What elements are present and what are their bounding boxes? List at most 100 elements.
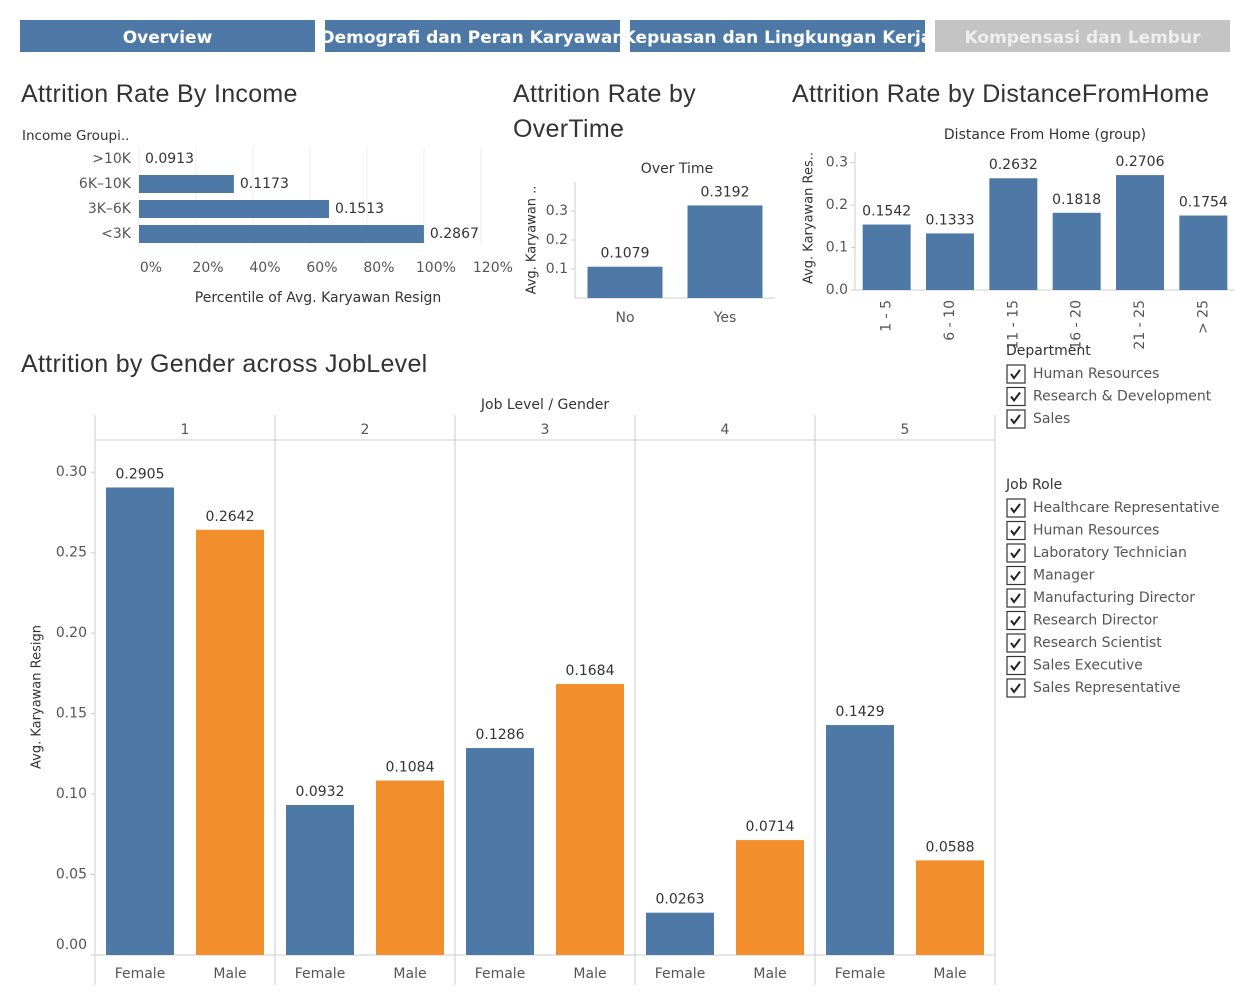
data-label: 0.2642	[206, 509, 255, 525]
tab-label[interactable]: Kompensasi dan Lembur	[965, 28, 1202, 48]
x-tick-label: 40%	[249, 260, 280, 276]
data-label: 0.2706	[1116, 154, 1165, 170]
checkmark	[1010, 548, 1021, 559]
filter-item[interactable]: Manufacturing Director	[1033, 590, 1195, 606]
filter-item[interactable]: Manager	[1033, 568, 1095, 584]
tab-label[interactable]: Kepuasan dan Lingkungan Kerja	[623, 28, 933, 48]
data-label: 0.1542	[862, 204, 911, 220]
x-tick-label: 120%	[473, 260, 513, 276]
x-tick-label: 100%	[416, 260, 456, 276]
x-tick-label: 21 - 25	[1132, 300, 1148, 350]
data-label: 0.3192	[701, 184, 750, 200]
bar	[376, 780, 444, 955]
x-tick-label: Male	[933, 966, 966, 982]
bar	[587, 266, 663, 298]
data-label: 0.1173	[240, 176, 289, 192]
column-header: Over Time	[641, 161, 713, 177]
data-label: 0.1684	[566, 663, 615, 679]
panel-label: 3	[541, 422, 550, 438]
y-tick-label: 0.3	[826, 155, 848, 171]
tab[interactable]	[630, 20, 925, 52]
x-tick-label: Female	[475, 966, 526, 982]
checkmark	[1010, 369, 1021, 380]
data-label: 0.2905	[116, 466, 165, 482]
x-tick-label: Yes	[713, 310, 737, 326]
bar	[826, 725, 894, 955]
filter-item[interactable]: Research Director	[1033, 613, 1158, 629]
tab-label[interactable]: Demografi dan Peran Karyawan	[321, 28, 625, 48]
data-label: 0.2867	[430, 226, 479, 242]
y-tick-label: 0.30	[56, 464, 87, 480]
filter-item[interactable]: Laboratory Technician	[1033, 545, 1187, 561]
y-tick-label: 3K–6K	[88, 201, 132, 217]
x-tick-label: Male	[213, 966, 246, 982]
data-label: 0.1286	[476, 727, 525, 743]
panel-label: 2	[361, 422, 370, 438]
tab[interactable]	[20, 20, 315, 52]
x-tick-label: Female	[835, 966, 886, 982]
x-tick-label: 6 - 10	[942, 300, 958, 341]
column-header: Distance From Home (group)	[944, 127, 1146, 143]
data-label: 0.2632	[989, 157, 1038, 173]
filter-item[interactable]: Research Scientist	[1033, 635, 1162, 651]
bar	[1179, 215, 1228, 290]
x-tick-label: No	[615, 310, 634, 326]
data-label: 0.1513	[335, 201, 384, 217]
checkmark	[1010, 638, 1021, 649]
x-tick-label: 20%	[192, 260, 223, 276]
filter-item[interactable]: Healthcare Representative	[1033, 500, 1220, 516]
tab[interactable]	[325, 20, 620, 52]
checkmark	[1010, 391, 1021, 403]
filter-item[interactable]: Research & Development	[1033, 389, 1212, 405]
filter-item[interactable]: Sales	[1033, 411, 1070, 427]
filter-item[interactable]: Human Resources	[1033, 523, 1159, 539]
x-tick-label: > 25	[1195, 300, 1211, 334]
bar	[139, 200, 330, 218]
y-tick-label: 0.0	[826, 282, 848, 298]
filter-item[interactable]: Sales Executive	[1033, 658, 1143, 674]
x-tick-label: 11 - 15	[1005, 300, 1021, 350]
y-tick-label: 0.15	[56, 706, 87, 722]
y-tick-label: 0.2	[546, 232, 568, 248]
tab[interactable]	[935, 20, 1230, 52]
bar	[926, 233, 974, 290]
data-label: 0.0932	[296, 784, 345, 800]
x-tick-label: Female	[655, 966, 706, 982]
chart-title: Attrition Rate By Income	[21, 80, 298, 108]
data-label: 0.0588	[926, 839, 975, 855]
x-tick-label: 0%	[140, 260, 162, 276]
chart-title: Attrition Rate by OverTime	[513, 80, 696, 143]
bar	[556, 683, 624, 955]
bar	[916, 860, 984, 955]
checkmark	[1010, 593, 1021, 604]
x-tick-label: 16 - 20	[1069, 300, 1085, 350]
column-header: Job Level / Gender	[480, 397, 609, 413]
data-label: 0.1079	[601, 246, 650, 262]
data-label: 0.1429	[836, 704, 885, 720]
checkmark	[1010, 525, 1021, 537]
filter-item[interactable]: Human Resources	[1033, 366, 1159, 382]
bar	[466, 748, 534, 955]
bar	[687, 205, 763, 298]
x-tick-label: Male	[573, 966, 606, 982]
checkmark	[1010, 615, 1021, 627]
y-tick-label: 0.3	[546, 203, 568, 219]
checkmark	[1010, 660, 1021, 672]
y-axis-label: Avg. Karyawan ..	[525, 186, 540, 295]
panel-label: 4	[721, 422, 730, 438]
tab-label[interactable]: Overview	[123, 28, 213, 48]
data-label: 0.0913	[145, 151, 194, 167]
y-tick-label: 0.25	[56, 545, 87, 561]
bar	[139, 225, 424, 243]
y-tick-label: <3K	[101, 226, 132, 242]
y-tick-label: 0.05	[56, 867, 87, 883]
bar	[196, 529, 264, 955]
bar	[106, 487, 174, 955]
filter-item[interactable]: Sales Representative	[1033, 680, 1181, 696]
bar	[646, 912, 714, 955]
bar	[286, 805, 354, 955]
x-tick-label: Female	[115, 966, 166, 982]
bar	[989, 178, 1038, 290]
